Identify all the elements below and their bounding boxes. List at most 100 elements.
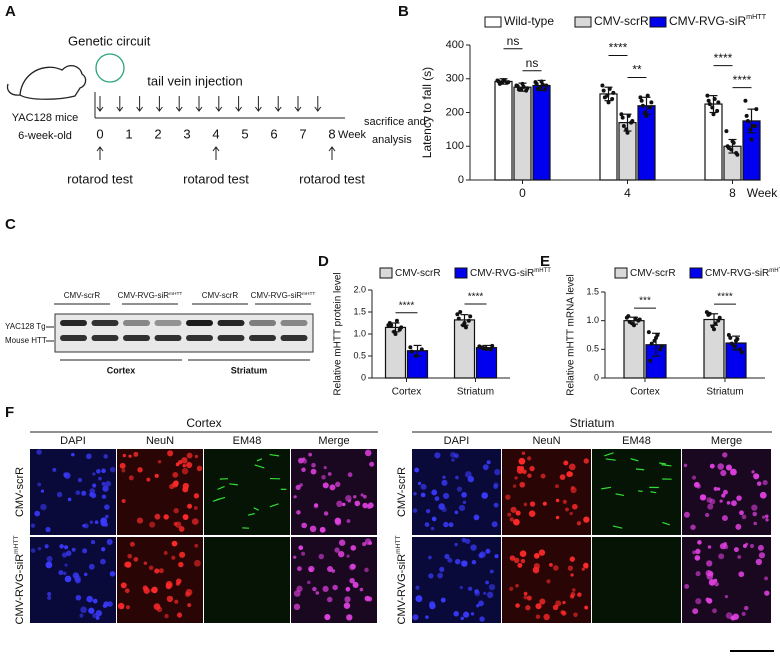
- cell: [143, 561, 148, 565]
- cell: [762, 479, 768, 486]
- cell: [690, 524, 696, 530]
- bar: [475, 347, 498, 379]
- em48-signal: [212, 498, 220, 502]
- cell: [295, 484, 301, 491]
- band-label: YAC128 Tg: [5, 322, 46, 331]
- cell: [71, 452, 75, 457]
- data-point: [601, 88, 606, 93]
- group-label: CMV-scrR: [14, 467, 26, 517]
- x-tick-label: 0: [519, 186, 526, 200]
- cell: [532, 566, 540, 574]
- cell: [567, 565, 574, 571]
- data-point: [655, 333, 660, 337]
- micrograph: [412, 449, 501, 535]
- cell: [171, 555, 176, 560]
- cell: [364, 595, 371, 602]
- cell: [45, 561, 53, 569]
- bar: [623, 320, 645, 379]
- cell: [683, 511, 690, 518]
- data-point: [638, 95, 643, 100]
- cell: [539, 598, 546, 605]
- cell: [723, 489, 728, 495]
- cell: [324, 613, 331, 621]
- cell: [562, 600, 566, 605]
- cell: [523, 502, 528, 507]
- cell: [438, 503, 445, 510]
- cell: [461, 491, 467, 498]
- cell: [322, 585, 329, 593]
- cell: [345, 495, 352, 502]
- data-point: [497, 81, 502, 86]
- cell: [307, 580, 311, 585]
- cell: [196, 465, 203, 472]
- micrograph: [204, 537, 290, 623]
- blot-band: [91, 335, 119, 341]
- blot-band: [154, 320, 182, 326]
- cell: [336, 500, 343, 508]
- week-number: 1: [125, 126, 132, 141]
- cell: [369, 461, 375, 467]
- mouse-label: YAC128 mice: [12, 112, 78, 124]
- data-point: [739, 350, 744, 355]
- cell: [581, 567, 585, 571]
- blot-band: [60, 335, 87, 341]
- cell: [570, 486, 577, 494]
- em48-signal: [630, 458, 639, 462]
- legend-label-main: CMV-scrR: [594, 14, 649, 28]
- cell: [577, 592, 582, 597]
- cell: [431, 516, 437, 522]
- cell: [425, 508, 431, 514]
- legend-label-main: CMV-scrR: [630, 268, 676, 279]
- data-point: [659, 344, 664, 349]
- cell: [456, 486, 463, 492]
- data-point: [408, 345, 413, 350]
- cell: [301, 522, 307, 529]
- cell: [124, 561, 130, 568]
- data-point: [520, 81, 525, 86]
- cell: [434, 496, 440, 501]
- cell: [30, 548, 36, 553]
- cell: [555, 498, 560, 503]
- cell: [163, 550, 168, 555]
- y-axis-label: Relative mHTT mRNA level: [566, 274, 577, 396]
- em48-signal: [229, 483, 238, 486]
- cell: [293, 555, 297, 559]
- cell: [555, 515, 560, 520]
- blot-band: [186, 335, 213, 341]
- group-label: CMV-RVG-siRmHTT: [395, 535, 408, 624]
- cell: [473, 514, 480, 521]
- cell: [455, 475, 459, 480]
- cell: [706, 497, 712, 503]
- cell: [458, 504, 466, 512]
- group-label-main: CMV-scrR: [14, 467, 26, 517]
- legend-swatch: [574, 16, 592, 28]
- significance-label: ns: [507, 34, 520, 48]
- cell: [745, 542, 749, 546]
- blot-band: [186, 320, 213, 326]
- cell: [164, 613, 169, 619]
- cell: [694, 555, 701, 561]
- cell: [525, 605, 531, 611]
- test-label: rotarod test: [183, 171, 249, 186]
- cell: [736, 495, 742, 501]
- cell: [169, 483, 175, 490]
- data-point: [637, 317, 642, 322]
- y-tick-label: 1.5: [586, 286, 599, 296]
- cell: [684, 583, 690, 589]
- cell: [86, 595, 93, 603]
- cell: [36, 449, 42, 455]
- cell: [59, 544, 64, 549]
- week-number: 5: [241, 126, 248, 141]
- bar: [532, 84, 551, 181]
- cell: [691, 475, 697, 480]
- cell: [334, 517, 342, 525]
- group-label-main: CMV-RVG-siR: [14, 554, 26, 625]
- cell: [434, 452, 441, 459]
- injection-arrow-head: [314, 106, 322, 112]
- panel-label: A: [5, 3, 16, 20]
- y-axis-label: Latency to fall (s): [420, 67, 434, 158]
- cell: [519, 550, 527, 557]
- cell: [576, 521, 582, 526]
- cell: [40, 503, 47, 511]
- cell: [128, 454, 132, 458]
